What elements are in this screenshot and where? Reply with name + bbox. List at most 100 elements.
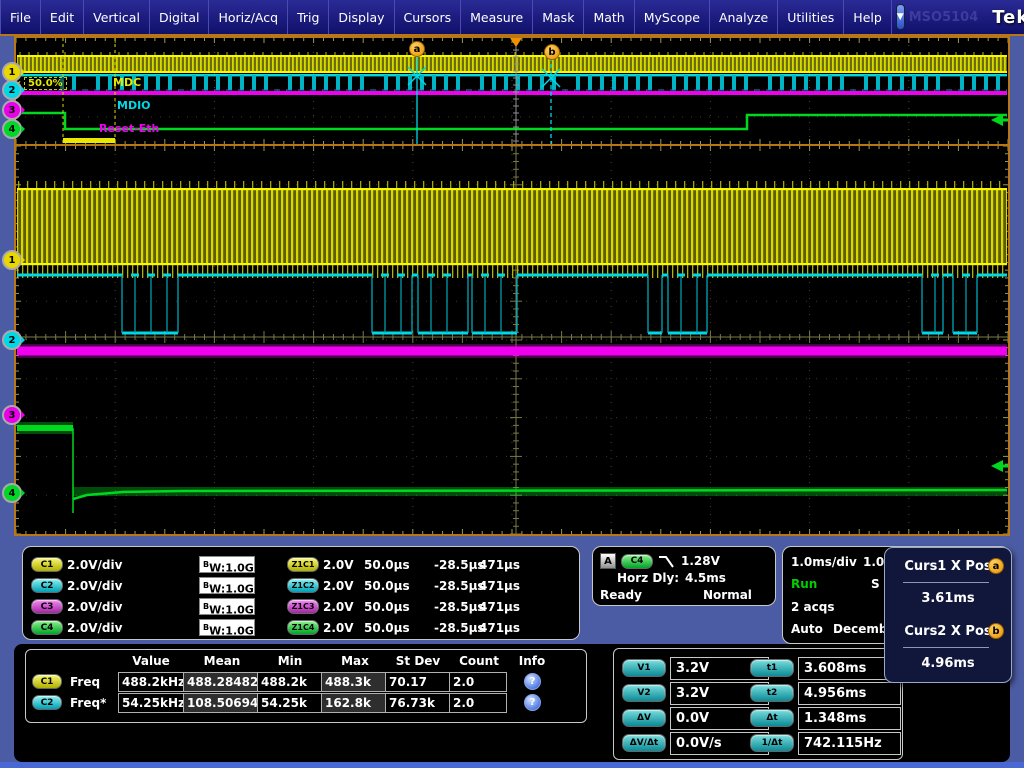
menu-item-file[interactable]: File — [0, 0, 41, 34]
channel-4-marker[interactable]: 4 — [2, 483, 25, 503]
measurement-cell: 70.17 — [385, 672, 452, 692]
acq-count: 2 acqs — [791, 600, 835, 614]
menu-item-edit[interactable]: Edit — [41, 0, 85, 34]
menu-overflow-button[interactable]: ▼ — [895, 4, 905, 30]
zoom-time-scale: 50.0µs — [364, 557, 410, 572]
zoom-channel-pill[interactable]: Z1C4 — [287, 620, 319, 635]
info-icon[interactable]: ? — [524, 694, 541, 711]
measurement-cell: 108.50694k — [183, 693, 260, 713]
menu-item-cursors[interactable]: Cursors — [395, 0, 462, 34]
horiz-scale: 1.0ms/div — [791, 555, 857, 569]
measurement-table: Value Mean Min Max St Dev Count Info C1 Freq 488.… — [25, 649, 587, 723]
menu-item-horizacq[interactable]: Horiz/Acq — [209, 0, 289, 34]
trigger-panel: A C4 1.28V Horz Dly: 4.5ms Ready Normal — [592, 546, 776, 606]
trigger-source-pill[interactable]: C4 — [621, 553, 653, 569]
curs2-value[interactable]: 4.96ms — [921, 656, 975, 671]
zoom-channel-pill[interactable]: Z1C2 — [287, 578, 319, 593]
label-reset-eth: Reset-Eth — [99, 122, 160, 135]
measurement-cell: 2.0 — [449, 672, 507, 692]
channel-pill[interactable]: C2 — [32, 695, 62, 710]
channel-pill[interactable]: C2 — [31, 578, 63, 593]
trigger-a-button[interactable]: A — [600, 553, 616, 569]
zoom-channel-pill[interactable]: Z1C1 — [287, 557, 319, 572]
readout-value: 3.2V — [670, 682, 769, 705]
window-divider — [16, 144, 1008, 146]
menu-item-help[interactable]: Help — [844, 0, 892, 34]
zoom-time-scale: 50.0µs — [364, 599, 410, 614]
bandwidth-box[interactable]: BW:1.0G — [199, 577, 255, 596]
measurement-cell: 162.8k — [321, 693, 388, 713]
readout-pill-v[interactable]: ΔV — [622, 709, 666, 727]
zoom-scale: 2.0V — [323, 599, 354, 614]
bandwidth-box[interactable]: BW:1.0G — [199, 556, 255, 575]
cursor-a-badge[interactable]: a — [409, 41, 425, 57]
menu-item-measure[interactable]: Measure — [461, 0, 534, 34]
falling-edge-icon — [659, 555, 674, 568]
curs1-badge-icon: a — [988, 558, 1004, 574]
trigger-type: Normal — [703, 588, 752, 602]
zoom-duration: 471µs — [479, 620, 521, 635]
measurement-name: Freq* — [70, 695, 107, 710]
channel-1-marker[interactable]: 1 — [2, 62, 25, 82]
readout-pill-v1[interactable]: V1 — [622, 659, 666, 677]
channel-pill[interactable]: C1 — [32, 674, 62, 689]
sample-mode: S — [871, 577, 880, 591]
channel-3-marker[interactable]: 3 — [2, 100, 25, 120]
readout-pill-t1[interactable]: t1 — [750, 659, 794, 677]
channel-readout-row: C2 2.0V/div BW:1.0G Z1C2 2.0V 50.0µs -28.5µs 47… — [23, 576, 579, 596]
menu-item-digital[interactable]: Digital — [150, 0, 210, 34]
zoom-scale: 2.0V — [323, 578, 354, 593]
vertical-scale: 2.0V/div — [67, 578, 123, 593]
tek-logo: Tek — [992, 6, 1024, 28]
table-header: Count — [459, 654, 499, 668]
divider — [903, 647, 989, 648]
zoom-waveforms — [16, 38, 1008, 144]
menu-item-myscope[interactable]: MyScope — [635, 0, 710, 34]
channel-1-marker[interactable]: 1 — [2, 250, 25, 270]
vertical-scale: 2.0V/div — [67, 557, 123, 572]
menu-item-mask[interactable]: Mask — [533, 0, 585, 34]
menu-item-display[interactable]: Display — [329, 0, 395, 34]
zoom-position: -28.5µs — [434, 620, 485, 635]
channel-2-marker[interactable]: 2 — [2, 330, 25, 350]
menu-item-vertical[interactable]: Vertical — [84, 0, 150, 34]
zoom-window[interactable]: MDC MDIO Reset-Eth GPO — [16, 38, 1008, 144]
curs2-badge-icon: b — [988, 623, 1004, 639]
channel-2-marker[interactable]: 2 — [2, 80, 25, 100]
readout-pill-vt[interactable]: ΔV/Δt — [622, 734, 666, 752]
menu-bar: File Edit Vertical Digital Horiz/Acq Trig Disp… — [0, 0, 1024, 34]
label-mdio: MDIO — [117, 99, 151, 112]
main-window[interactable] — [16, 146, 1008, 534]
zoom-duration: 471µs — [479, 599, 521, 614]
readout-pill-t2[interactable]: t2 — [750, 684, 794, 702]
menu-item-math[interactable]: Math — [584, 0, 635, 34]
info-icon[interactable]: ? — [524, 673, 541, 690]
readout-pill-t[interactable]: Δt — [750, 709, 794, 727]
readout-pill-1t[interactable]: 1/Δt — [750, 734, 794, 752]
channel-3-marker[interactable]: 3 — [2, 405, 25, 425]
measurement-name: Freq — [70, 674, 101, 689]
cursor-b-badge[interactable]: b — [544, 44, 560, 60]
channel-4-marker[interactable]: 4 — [2, 119, 25, 139]
table-header: Info — [518, 654, 546, 668]
table-header: Min — [277, 654, 303, 668]
zoom-position: -28.5µs — [434, 599, 485, 614]
channel-pill[interactable]: C1 — [31, 557, 63, 572]
bandwidth-box[interactable]: BW:1.0G — [199, 598, 255, 617]
window-controls: MSO5104 Tek – X — [909, 0, 1024, 34]
menu-item-utilities[interactable]: Utilities — [778, 0, 845, 34]
channel-pill[interactable]: C4 — [31, 620, 63, 635]
zoom-time-scale: 50.0µs — [364, 578, 410, 593]
readout-pill-v2[interactable]: V2 — [622, 684, 666, 702]
bandwidth-box[interactable]: BW:1.0G — [199, 619, 255, 638]
curs2-label: Curs2 X Pos — [904, 624, 992, 639]
curs1-value[interactable]: 3.61ms — [921, 591, 975, 606]
channel-pill[interactable]: C3 — [31, 599, 63, 614]
menu-item-trig[interactable]: Trig — [288, 0, 330, 34]
readout-value: 0.0V — [670, 707, 769, 730]
cursor-position-popup: Curs1 X Pos a 3.61ms Curs2 X Pos b 4.96m… — [884, 547, 1012, 683]
zoom-duration: 471µs — [479, 557, 521, 572]
menu-item-analyze[interactable]: Analyze — [710, 0, 779, 34]
zoom-channel-pill[interactable]: Z1C3 — [287, 599, 319, 614]
